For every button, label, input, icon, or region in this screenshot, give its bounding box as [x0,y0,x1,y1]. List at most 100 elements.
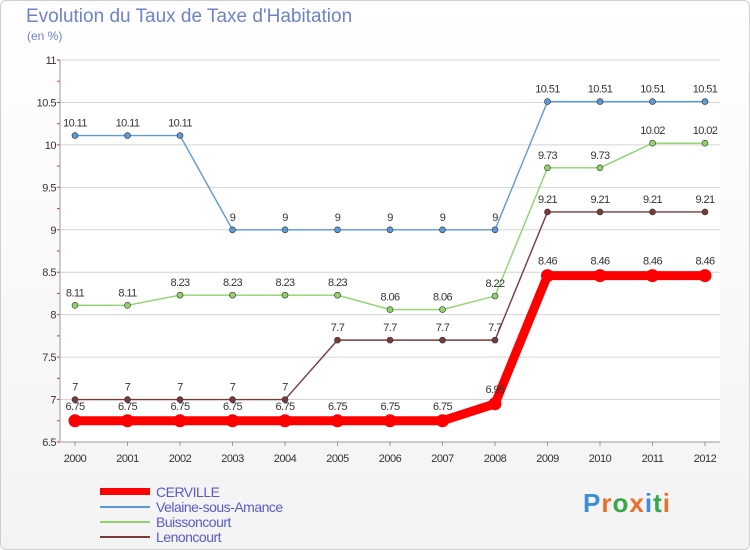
data-label-buissoncourt: 9.73 [538,150,557,162]
data-point-lenoncourt [229,396,236,403]
x-tick-label: 2011 [642,453,664,465]
data-label-cerville: 6.75 [275,401,294,413]
logo-letter: x [629,488,645,518]
data-label-cerville: 6.75 [65,401,84,413]
data-point-cerville [226,414,239,428]
data-label-velaine-sous-amance: 9 [387,212,393,224]
data-label-cerville: 8.46 [695,256,714,268]
y-tick-label: 9 [50,225,56,237]
legend-swatch [100,535,150,538]
data-label-cerville: 6.75 [170,401,189,413]
data-label-buissoncourt: 8.23 [170,277,189,289]
data-label-cerville: 6.75 [118,401,137,413]
data-label-buissoncourt: 8.06 [380,292,399,304]
data-label-velaine-sous-amance: 10.51 [535,84,560,96]
data-label-lenoncourt: 9.21 [538,194,557,206]
legend-swatch [100,488,150,495]
data-point-cerville [331,414,344,428]
data-point-lenoncourt [491,336,499,344]
data-label-lenoncourt: 9.21 [643,194,662,206]
data-point-cerville [68,414,82,428]
data-point-velaine-sous-amance [649,98,656,105]
data-point-buissoncourt [439,306,446,313]
data-label-cerville: 8.46 [590,256,609,268]
data-label-lenoncourt: 7 [125,382,131,394]
data-point-cerville [646,269,659,283]
y-tick-label: 8 [50,310,56,322]
y-tick-label: 7.5 [42,352,56,364]
y-tick-label: 6.5 [42,437,56,449]
y-tick-label: 10 [45,140,57,152]
logo-letter: o [612,488,630,518]
data-label-lenoncourt: 7.7 [488,322,502,334]
data-label-lenoncourt: 9.21 [695,194,714,206]
data-point-lenoncourt [124,396,131,403]
data-point-cerville [698,269,712,283]
data-point-buissoncourt [176,291,184,299]
legend-label: Lenoncourt [156,528,222,545]
data-label-velaine-sous-amance: 9 [230,212,236,224]
data-label-cerville: 8.46 [538,256,557,268]
data-label-velaine-sous-amance: 9 [335,212,341,224]
data-label-velaine-sous-amance: 9 [282,212,288,224]
data-label-velaine-sous-amance: 10.51 [693,84,718,96]
legend-label: CERVILLE [156,483,220,500]
logo-letter: i [662,488,671,518]
data-point-cerville [383,414,397,428]
data-point-lenoncourt [71,396,79,403]
data-point-velaine-sous-amance [386,226,394,234]
x-tick-label: 2005 [326,453,349,465]
y-tick-label: 9.5 [42,182,56,194]
data-point-lenoncourt [334,336,341,344]
data-point-lenoncourt [649,208,656,216]
data-label-lenoncourt: 7 [282,382,288,394]
data-label-buissoncourt: 10.02 [640,125,665,137]
data-point-lenoncourt [176,396,184,403]
data-label-buissoncourt: 8.23 [223,277,242,289]
legend-item-buissoncourt: Buissoncourt [100,514,283,530]
data-point-lenoncourt [701,208,709,216]
chart-subtitle: (en %) [27,29,63,43]
legend-item-cerville: CERVILLE [100,483,283,500]
y-tick-label: 11 [46,55,57,67]
data-point-cerville [593,269,607,283]
chart-legend: CERVILLE Velaine-sous-Amance Buissoncourt L… [100,483,283,545]
data-label-velaine-sous-amance: 10.11 [168,118,192,130]
x-tick-label: 2010 [589,453,612,465]
data-point-velaine-sous-amance [439,226,446,234]
data-label-cerville: 6.75 [223,401,242,413]
logo-letter: t [653,488,663,518]
chart-title: Evolution du Taux de Taxe d'Habitation [26,6,353,27]
data-point-cerville [173,414,187,428]
data-point-lenoncourt [544,208,551,216]
data-point-cerville [436,414,449,428]
data-point-velaine-sous-amance [596,98,604,105]
data-point-buissoncourt [491,292,499,300]
data-label-cerville: 6.95 [485,384,504,396]
data-point-buissoncourt [281,291,289,299]
y-tick-label: 8.5 [42,267,56,279]
data-point-velaine-sous-amance [701,98,709,105]
data-label-lenoncourt: 7.7 [436,322,450,334]
y-tick-label: 7 [50,395,56,407]
logo-letter: i [644,488,654,518]
data-point-lenoncourt [386,336,394,344]
data-point-buissoncourt [124,302,131,309]
x-tick-label: 2008 [484,453,507,465]
x-tick-label: 2007 [431,453,454,465]
data-label-lenoncourt: 7 [177,382,183,394]
data-point-velaine-sous-amance [281,226,289,234]
y-tick-label: 10.5 [37,97,57,109]
x-tick-label: 2009 [536,453,559,465]
data-label-buissoncourt: 8.06 [433,292,452,304]
data-label-velaine-sous-amance: 10.51 [640,84,665,96]
data-label-buissoncourt: 8.11 [118,287,137,299]
data-label-lenoncourt: 7.7 [383,322,397,334]
data-point-velaine-sous-amance [124,132,131,139]
x-tick-label: 2004 [274,453,297,465]
x-tick-label: 2003 [221,453,244,465]
data-point-cerville [488,397,502,411]
plot-area [60,60,720,442]
data-label-buissoncourt: 9.73 [590,150,609,162]
data-point-velaine-sous-amance [229,226,236,234]
